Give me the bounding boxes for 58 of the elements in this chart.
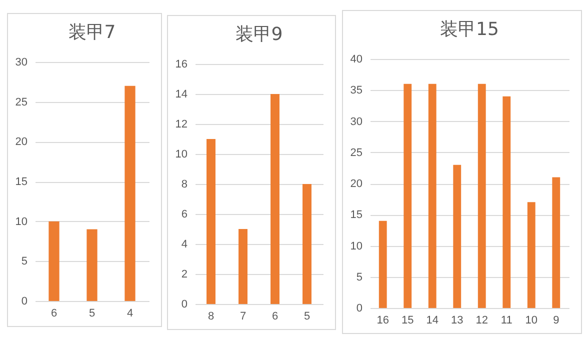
y-tick-label: 15: [350, 209, 362, 222]
bar: [527, 202, 536, 308]
bar: [206, 139, 216, 304]
y-tick-label: 0: [21, 296, 28, 308]
y-tick-label: 40: [350, 54, 362, 66]
x-tick-label: 7: [240, 310, 246, 322]
chart-title: 装甲9: [235, 24, 283, 45]
y-tick-label: 5: [356, 271, 362, 284]
y-tick-label: 0: [181, 298, 188, 310]
y-tick-label: 6: [181, 208, 188, 220]
y-tick-label: 25: [350, 146, 362, 159]
y-tick-label: 10: [350, 240, 362, 252]
x-tick-label: 4: [126, 308, 134, 320]
x-tick-label: 12: [476, 314, 488, 326]
chart-title: 装甲15: [440, 19, 499, 40]
bar: [428, 84, 436, 308]
x-tick-label: 6: [50, 308, 58, 320]
y-tick-label: 20: [15, 136, 28, 148]
bar: [302, 184, 312, 304]
x-tick-label: 6: [272, 310, 278, 322]
x-tick-label: 5: [88, 308, 96, 320]
bar: [502, 96, 511, 308]
y-tick-label: 8: [181, 178, 188, 190]
y-tick-label: 16: [175, 58, 188, 70]
x-tick-label: 13: [451, 314, 464, 326]
bar: [86, 229, 98, 301]
y-tick-label: 10: [175, 148, 188, 160]
bar: [378, 220, 387, 308]
chart-title: 装甲7: [68, 22, 116, 43]
y-tick-label: 12: [175, 118, 188, 130]
y-tick-label: 20: [350, 178, 362, 190]
x-tick-label: 10: [525, 314, 538, 326]
bar: [238, 229, 248, 304]
bar: [404, 84, 412, 308]
x-tick-label: 5: [304, 310, 310, 322]
y-tick-label: 15: [15, 176, 28, 188]
y-tick-label: 2: [181, 268, 188, 280]
bar: [453, 164, 462, 308]
y-tick-label: 0: [356, 302, 362, 314]
y-tick-label: 14: [175, 88, 188, 100]
bar: [270, 94, 280, 304]
x-tick-label: 16: [376, 314, 389, 326]
y-tick-label: 10: [15, 216, 28, 228]
bar: [48, 221, 60, 301]
y-tick-label: 35: [350, 84, 362, 97]
bar: [124, 86, 136, 301]
x-tick-label: 11: [500, 314, 512, 326]
x-tick-label: 15: [401, 314, 414, 326]
x-tick-label: 14: [426, 314, 438, 326]
y-tick-label: 4: [181, 238, 188, 250]
y-tick-label: 5: [21, 256, 28, 268]
bar: [552, 177, 560, 308]
y-tick-label: 25: [15, 96, 28, 108]
x-tick-label: 9: [553, 314, 560, 326]
y-tick-label: 30: [350, 116, 362, 128]
x-tick-label: 8: [208, 310, 214, 322]
y-tick-label: 30: [15, 56, 28, 68]
bar: [478, 84, 486, 308]
